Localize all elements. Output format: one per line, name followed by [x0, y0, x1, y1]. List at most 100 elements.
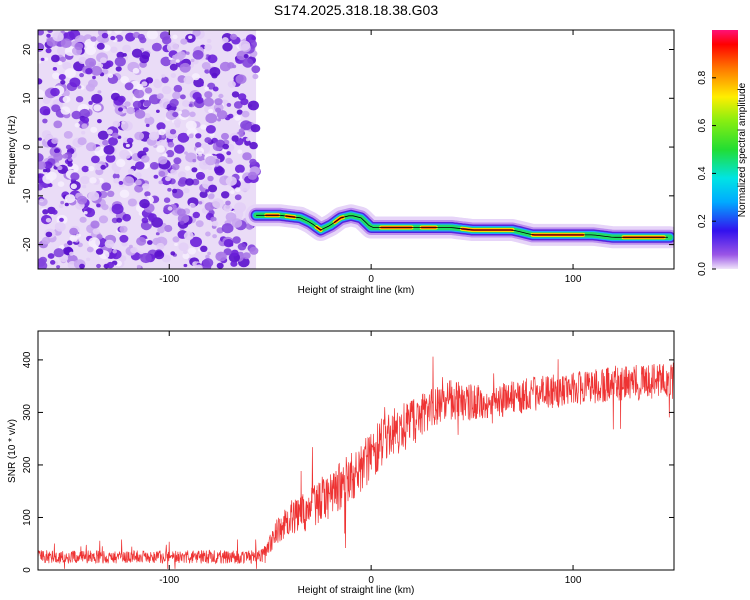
noise-blob — [116, 159, 126, 168]
noise-blob — [188, 103, 193, 107]
noise-blob — [93, 104, 102, 112]
noise-blob — [112, 132, 119, 139]
noise-blob — [233, 101, 243, 109]
noise-blob — [158, 156, 168, 165]
noise-blob — [119, 225, 128, 233]
noise-blob — [170, 251, 176, 256]
noise-blob — [215, 107, 222, 113]
noise-blob — [184, 151, 188, 155]
noise-blob — [161, 254, 171, 263]
noise-blob — [183, 250, 188, 255]
y-tick-label: -20 — [22, 237, 33, 252]
noise-blob — [82, 184, 87, 189]
noise-blob — [52, 72, 60, 80]
y-tick-label: 0 — [22, 144, 33, 150]
noise-blob — [96, 263, 101, 269]
noise-blob — [240, 98, 249, 106]
noise-blob — [157, 226, 165, 234]
noise-blob — [172, 91, 181, 100]
noise-blob — [62, 153, 69, 159]
noise-blob — [204, 137, 212, 144]
spectrogram-xlabel: Height of straight line (km) — [298, 285, 415, 296]
noise-blob — [130, 246, 138, 254]
noise-blob — [80, 175, 90, 185]
noise-blob — [132, 67, 140, 74]
noise-blob — [234, 164, 245, 174]
noise-blob — [185, 51, 190, 55]
noise-blob — [101, 182, 112, 191]
noise-blob — [177, 132, 190, 143]
noise-blob — [135, 161, 145, 170]
noise-blob — [69, 227, 78, 236]
noise-blob — [62, 62, 72, 70]
noise-blob — [174, 144, 185, 154]
noise-blob — [203, 97, 214, 107]
noise-blob — [134, 109, 146, 119]
noise-blob — [81, 116, 90, 124]
noise-blob — [200, 124, 207, 130]
noise-blob — [232, 64, 237, 69]
noise-blob — [182, 252, 190, 260]
noise-blob — [191, 178, 200, 186]
noise-blob — [146, 30, 158, 40]
noise-blob — [172, 34, 178, 40]
noise-blob — [50, 87, 60, 97]
noise-blob — [126, 137, 134, 144]
noise-blob — [58, 74, 66, 81]
y-tick-label: 100 — [22, 509, 33, 526]
colorbar-tick-label: 0.4 — [697, 166, 708, 180]
noise-blob — [38, 78, 43, 85]
noise-blob — [183, 75, 194, 85]
noise-blob — [51, 138, 59, 144]
noise-blob — [100, 164, 106, 170]
noise-blob — [147, 213, 157, 222]
noise-blob — [86, 257, 91, 262]
noise-blob — [128, 244, 133, 249]
noise-blob — [222, 143, 229, 150]
noise-blob — [38, 184, 43, 191]
noise-blob — [71, 110, 82, 120]
noise-blob — [231, 91, 240, 98]
noise-blob — [218, 93, 224, 99]
noise-blob — [192, 158, 197, 163]
noise-blob — [217, 118, 221, 122]
noise-blob — [205, 231, 211, 237]
noise-blob — [200, 245, 208, 252]
noise-blob — [83, 211, 88, 215]
noise-blob — [118, 180, 124, 185]
noise-blob — [52, 209, 58, 215]
noise-blob — [89, 177, 97, 184]
noise-blob — [38, 258, 46, 267]
noise-blob — [107, 190, 115, 197]
noise-blob — [191, 167, 198, 173]
noise-blob — [205, 125, 216, 134]
noise-blob — [234, 187, 241, 193]
noise-blob — [132, 100, 142, 109]
noise-blob — [145, 123, 150, 128]
noise-blob — [173, 84, 183, 93]
noise-blob — [234, 115, 241, 121]
noise-blob — [126, 107, 135, 115]
snr-frame — [37, 330, 675, 571]
noise-blob — [205, 254, 210, 259]
noise-blob — [161, 134, 166, 139]
noise-blob — [114, 56, 126, 67]
noise-blob — [190, 203, 196, 208]
noise-blob — [47, 171, 57, 181]
noise-blob — [90, 36, 97, 42]
figure-title: S174.2025.318.18.38.G03 — [274, 2, 438, 18]
noise-blob — [238, 40, 251, 51]
noise-blob — [58, 203, 64, 209]
noise-blob — [165, 176, 171, 182]
noise-blob — [101, 32, 109, 39]
noise-blob — [116, 51, 125, 59]
noise-blob — [90, 126, 98, 133]
noise-blob — [45, 231, 53, 238]
noise-blob — [170, 168, 178, 175]
noise-blob — [195, 147, 204, 155]
noise-blob — [204, 202, 215, 211]
noise-blob — [156, 109, 160, 114]
noise-blob — [47, 30, 53, 34]
noise-blob — [178, 242, 189, 252]
